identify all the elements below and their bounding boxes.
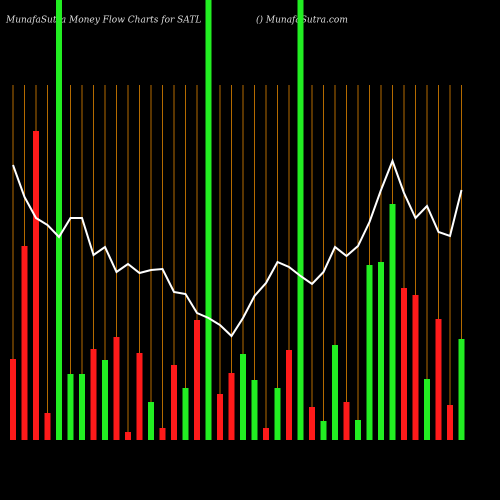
bar (263, 428, 269, 440)
bar (79, 374, 85, 440)
bar (412, 295, 419, 440)
bar (401, 288, 407, 440)
bar (309, 407, 315, 440)
bar (182, 388, 189, 440)
bar (332, 345, 338, 440)
bar (366, 265, 373, 440)
bar (447, 405, 453, 440)
bar (171, 365, 177, 440)
bar (44, 413, 51, 440)
bar (90, 349, 97, 440)
bar (343, 402, 350, 440)
bar (286, 350, 292, 440)
bar (297, 0, 304, 440)
bar (240, 354, 246, 440)
bar (205, 0, 212, 440)
bar (458, 339, 465, 440)
bar (435, 319, 442, 440)
bar (194, 320, 200, 440)
bar (320, 421, 327, 440)
bar (148, 402, 154, 440)
bar (217, 394, 223, 440)
bar (355, 420, 361, 440)
bar (228, 373, 235, 440)
bar (159, 428, 166, 440)
bar (56, 0, 62, 440)
bar (33, 131, 39, 440)
bar (424, 379, 430, 440)
bar (113, 337, 120, 440)
bar (389, 204, 396, 440)
bar (136, 353, 143, 440)
line (12, 158, 463, 338)
bar (378, 262, 384, 440)
bar (21, 246, 28, 440)
bar (274, 388, 281, 440)
bar (67, 374, 74, 440)
bar (251, 380, 258, 440)
chart-title: MunafaSutra Money Flow Charts for SATL (5, 16, 201, 26)
bar (10, 359, 16, 440)
bar (125, 432, 131, 440)
bar (102, 360, 108, 440)
